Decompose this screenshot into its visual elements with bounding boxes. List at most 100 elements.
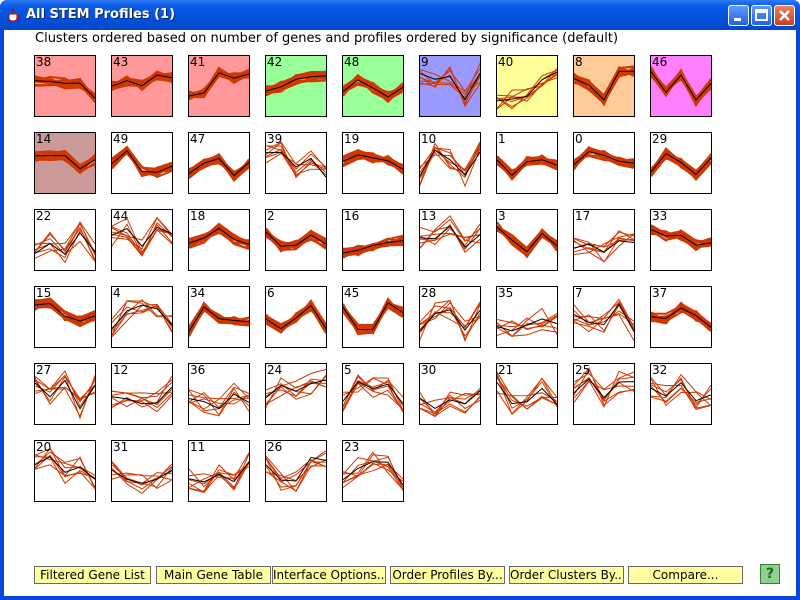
profile-36[interactable]: 36 <box>188 363 250 425</box>
profile-45[interactable]: 45 <box>342 286 404 348</box>
profile-37[interactable]: 37 <box>650 286 712 348</box>
model-profile-line <box>574 70 634 101</box>
profile-22[interactable]: 22 <box>34 209 96 271</box>
gene-line <box>266 450 326 488</box>
profile-17[interactable]: 17 <box>573 209 635 271</box>
profile-14[interactable]: 14 <box>34 132 96 194</box>
gene-line <box>574 370 634 408</box>
profile-30[interactable]: 30 <box>419 363 481 425</box>
profile-41[interactable]: 41 <box>188 55 250 117</box>
profile-plot <box>343 234 403 259</box>
profile-21[interactable]: 21 <box>496 363 558 425</box>
profile-23[interactable]: 23 <box>342 440 404 502</box>
profile-12[interactable]: 12 <box>111 363 173 425</box>
profile-10[interactable]: 10 <box>419 132 481 194</box>
profile-plot <box>651 66 711 107</box>
profile-4[interactable]: 4 <box>111 286 173 348</box>
profile-18[interactable]: 18 <box>188 209 250 271</box>
java-cup-icon[interactable] <box>6 7 22 23</box>
profile-39[interactable]: 39 <box>265 132 327 194</box>
profile-28[interactable]: 28 <box>419 286 481 348</box>
gene-line <box>651 382 711 410</box>
gene-line <box>651 378 711 409</box>
gene-line <box>651 69 711 105</box>
model-profile-line <box>189 306 249 332</box>
profile-1[interactable]: 1 <box>496 132 558 194</box>
model-profile-line <box>35 302 95 322</box>
profile-6[interactable]: 6 <box>265 286 327 348</box>
profile-29[interactable]: 29 <box>650 132 712 194</box>
profile-33[interactable]: 33 <box>650 209 712 271</box>
profile-47[interactable]: 47 <box>188 132 250 194</box>
maximize-button[interactable] <box>751 5 772 26</box>
profile-8[interactable]: 8 <box>573 55 635 117</box>
profile-plot <box>189 222 249 251</box>
gene-line <box>112 474 172 490</box>
profile-38[interactable]: 38 <box>34 55 96 117</box>
profile-42[interactable]: 42 <box>265 55 327 117</box>
profile-9[interactable]: 9 <box>419 55 481 117</box>
minimize-button[interactable] <box>728 5 749 26</box>
gene-line <box>112 221 172 257</box>
profile-26[interactable]: 26 <box>265 440 327 502</box>
profile-id-label: 5 <box>344 363 352 377</box>
model-profile-line <box>35 456 95 480</box>
gene-line <box>343 149 403 167</box>
profile-27[interactable]: 27 <box>34 363 96 425</box>
profile-plot <box>651 301 711 332</box>
profile-49[interactable]: 49 <box>111 132 173 194</box>
profile-34[interactable]: 34 <box>188 286 250 348</box>
profile-7[interactable]: 7 <box>573 286 635 348</box>
profile-43[interactable]: 43 <box>111 55 173 117</box>
profile-20[interactable]: 20 <box>34 440 96 502</box>
profile-3[interactable]: 3 <box>496 209 558 271</box>
model-profile-line <box>651 228 711 246</box>
profile-46[interactable]: 46 <box>650 55 712 117</box>
profile-plot <box>266 141 326 179</box>
profile-id-label: 39 <box>267 132 283 146</box>
profile-plot <box>112 216 172 257</box>
profile-15[interactable]: 15 <box>34 286 96 348</box>
interface-options-button[interactable]: Interface Options... <box>272 566 386 584</box>
model-profile-line <box>189 461 249 483</box>
profile-13[interactable]: 13 <box>419 209 481 271</box>
profile-id-label: 29 <box>652 132 668 146</box>
gene-line <box>420 74 480 104</box>
gene-line <box>420 65 480 108</box>
profile-44[interactable]: 44 <box>111 209 173 271</box>
title-bar[interactable]: All STEM Profiles (1) <box>0 0 800 30</box>
gene-line <box>497 376 557 407</box>
gene-line <box>35 83 95 98</box>
gene-line <box>266 150 326 169</box>
profile-32[interactable]: 32 <box>650 363 712 425</box>
compare-button[interactable]: Compare... <box>628 566 743 584</box>
gene-line <box>420 389 480 406</box>
profile-5[interactable]: 5 <box>342 363 404 425</box>
profile-0[interactable]: 0 <box>573 132 635 194</box>
gene-line <box>420 233 480 244</box>
order-clusters-by-button[interactable]: Order Clusters By... <box>509 566 624 584</box>
profile-19[interactable]: 19 <box>342 132 404 194</box>
gene-line <box>189 382 249 410</box>
main-gene-table-button[interactable]: Main Gene Table <box>156 566 271 584</box>
model-profile-line <box>35 231 95 255</box>
profile-40[interactable]: 40 <box>496 55 558 117</box>
profile-48[interactable]: 48 <box>342 55 404 117</box>
profile-25[interactable]: 25 <box>573 363 635 425</box>
profile-id-label: 27 <box>36 363 52 377</box>
profile-24[interactable]: 24 <box>265 363 327 425</box>
gene-line <box>266 377 326 408</box>
profile-2[interactable]: 2 <box>265 209 327 271</box>
profile-plot <box>343 451 403 491</box>
gene-line <box>420 223 480 254</box>
profile-16[interactable]: 16 <box>342 209 404 271</box>
profile-plot <box>189 301 249 337</box>
model-profile-line <box>266 456 326 482</box>
order-profiles-by-button[interactable]: Order Profiles By... <box>390 566 505 584</box>
help-question-icon[interactable]: ? <box>760 564 780 584</box>
profile-35[interactable]: 35 <box>496 286 558 348</box>
profile-11[interactable]: 11 <box>188 440 250 502</box>
close-button[interactable] <box>774 5 795 26</box>
profile-31[interactable]: 31 <box>111 440 173 502</box>
filtered-gene-list-button[interactable]: Filtered Gene List <box>34 566 151 584</box>
